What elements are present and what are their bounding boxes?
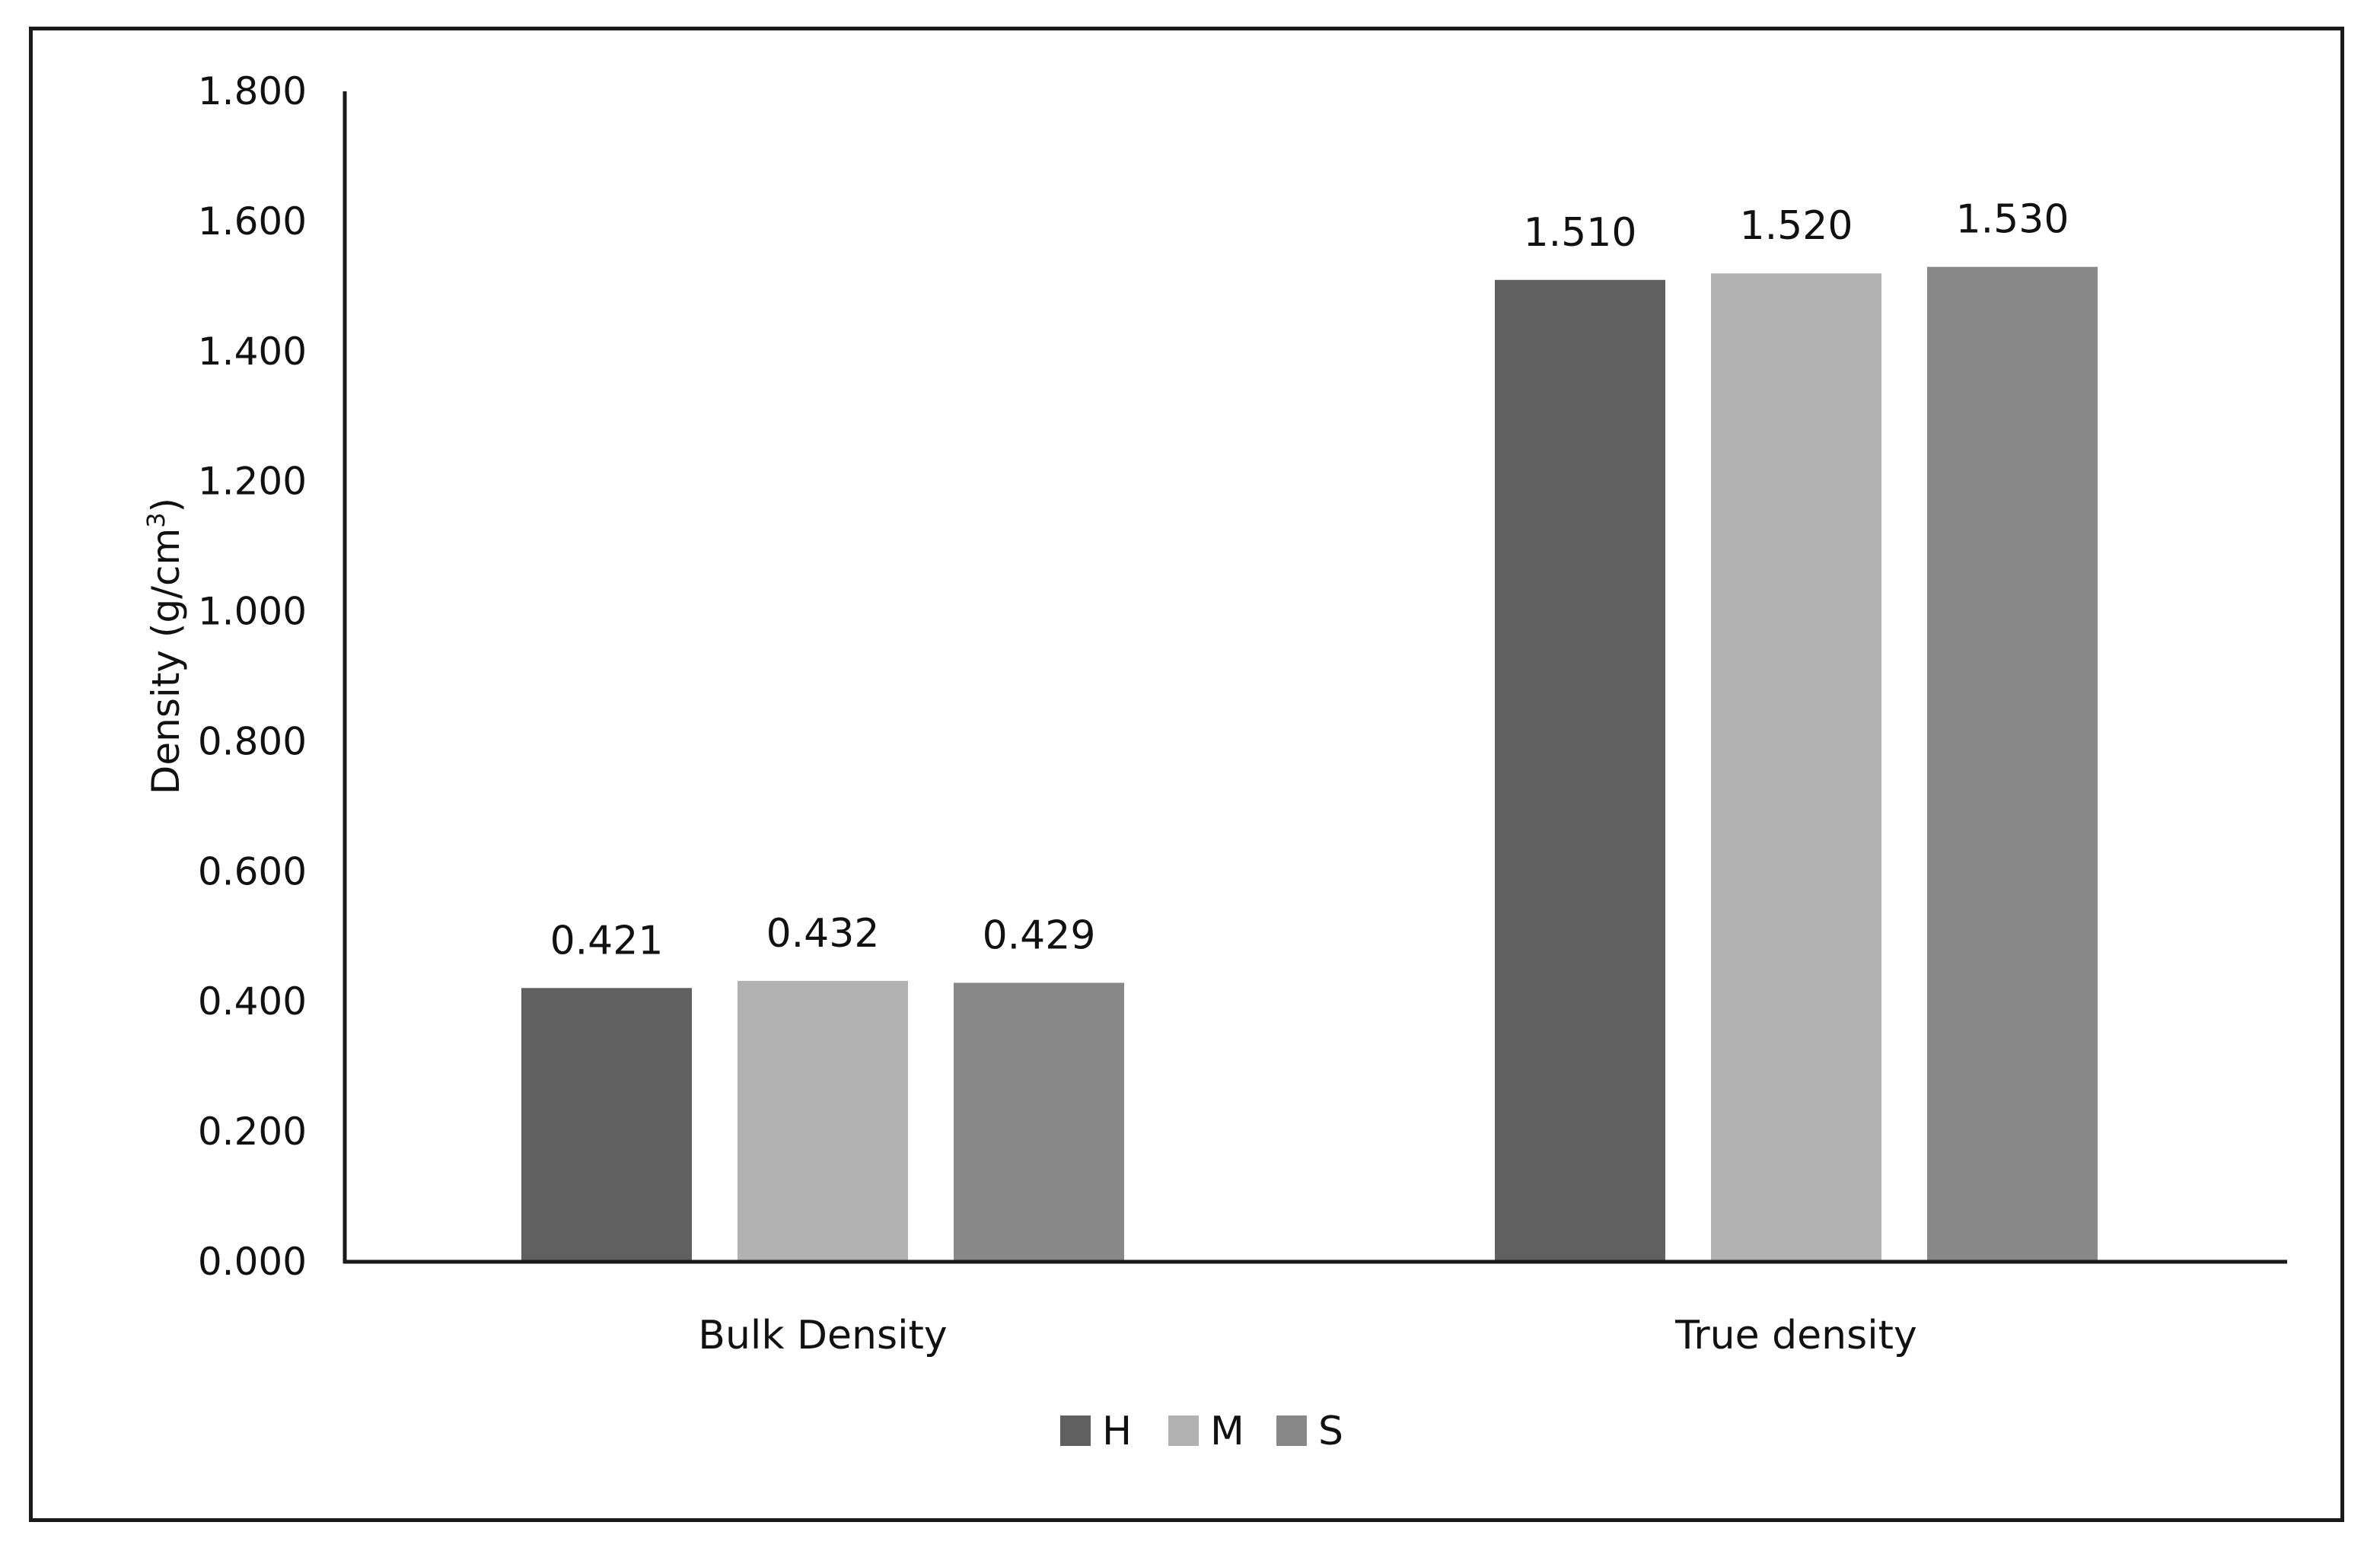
y-tick-label: 1.000 [198,590,307,634]
legend-swatch [1060,1415,1091,1446]
data-label: 1.520 [1740,203,1853,249]
y-axis-title-sup: 3 [142,512,170,527]
category-label: True density [1674,1313,1917,1358]
y-tick-label: 1.600 [198,199,307,244]
axes [343,91,2287,1264]
bar [954,982,1124,1262]
bars [521,266,2098,1263]
bar [738,980,908,1262]
bar [1927,266,2098,1263]
y-tick-label: 1.400 [198,330,307,374]
y-tick-label: 0.200 [198,1110,307,1154]
legend-label: H [1102,1409,1132,1454]
y-axis-ticks: 0.000 0.200 0.400 0.600 0.800 1.000 1.200 1.400… [198,69,307,1284]
legend-label: S [1318,1409,1343,1454]
legend-label: M [1210,1409,1244,1454]
y-axis-title: Density (g/cm3) [142,498,188,795]
data-label: 0.432 [766,911,880,957]
data-labels: 0.421 0.432 0.429 1.510 1.520 1.530 [550,197,2069,964]
data-label: 1.510 [1524,210,1637,256]
y-tick-label: 1.800 [198,69,307,113]
category-labels: Bulk Density True density [698,1313,1917,1358]
y-tick-label: 0.600 [198,849,307,893]
bar [1495,279,1665,1263]
y-axis-title-main: Density (g/cm [144,528,188,795]
data-label: 0.429 [983,912,1096,958]
legend-swatch [1276,1415,1307,1446]
bar [521,988,692,1262]
bar-chart: 0.000 0.200 0.400 0.600 0.800 1.000 1.200 1.400… [142,69,2287,1454]
y-tick-label: 1.200 [198,460,307,504]
y-tick-label: 0.000 [198,1240,307,1284]
category-label: Bulk Density [698,1313,947,1358]
y-axis-title-end: ) [144,498,188,513]
y-tick-label: 0.800 [198,719,307,763]
chart-frame: 0.000 0.200 0.400 0.600 0.800 1.000 1.200 1.400… [29,27,2344,1522]
data-label: 0.421 [550,918,664,963]
data-label: 1.530 [1956,197,2069,243]
legend-swatch [1168,1415,1199,1446]
bar [1711,273,1881,1263]
y-tick-label: 0.400 [198,979,307,1024]
